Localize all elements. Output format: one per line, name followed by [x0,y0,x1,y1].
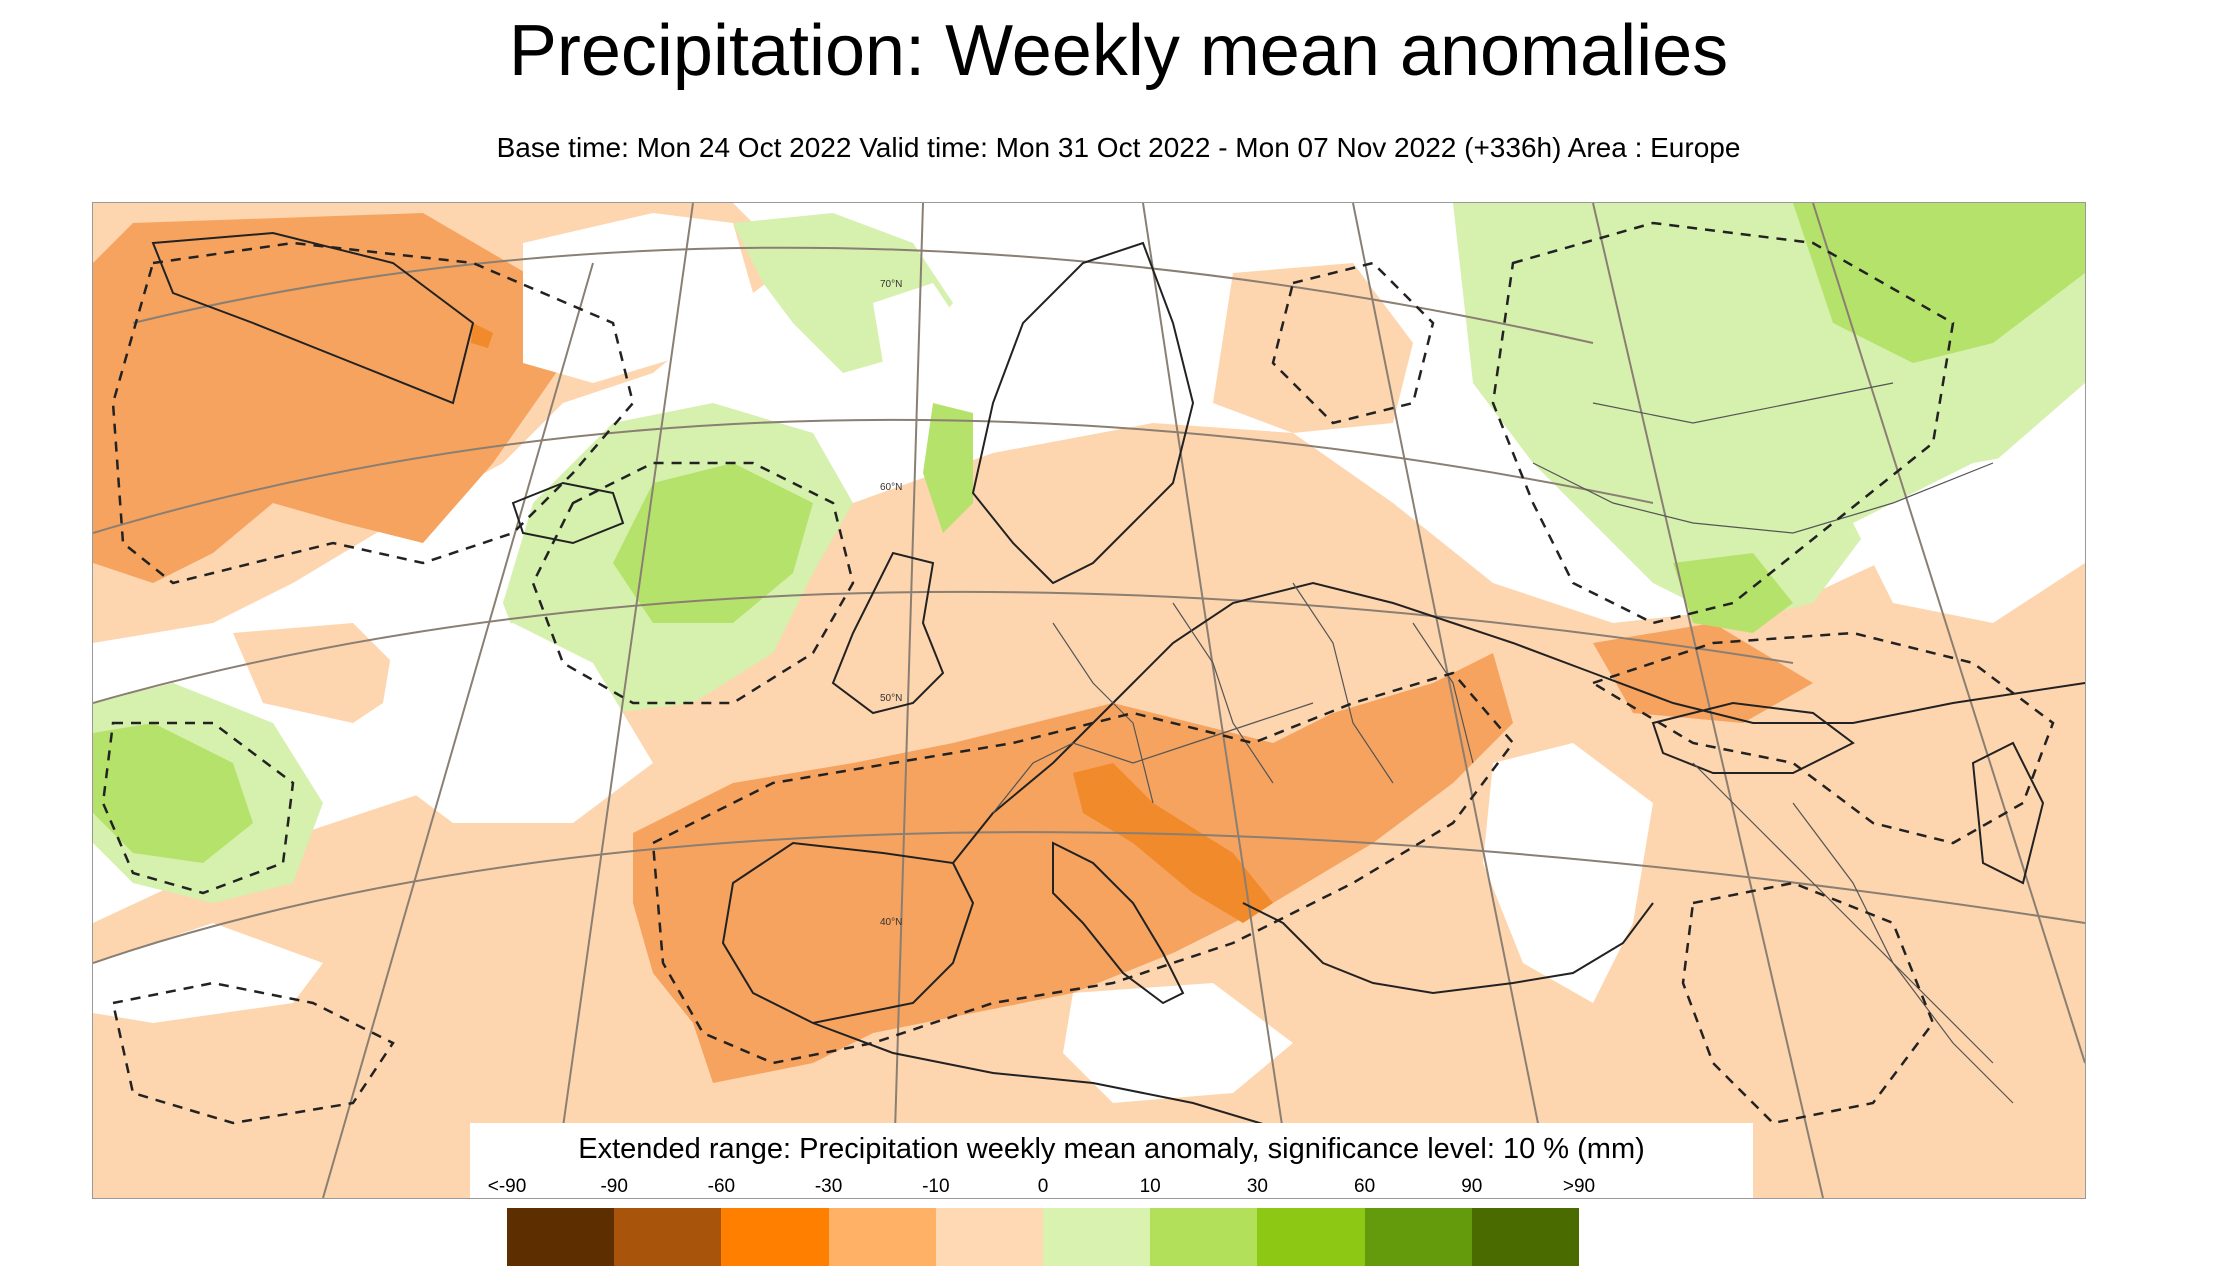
legend-tick-label: 0 [1037,1176,1049,1197]
dry-strong-region [1593,623,1813,723]
border-line [1592,382,1894,424]
latitude-label-40: 40°N [880,917,902,928]
wet-mid-region [1673,553,1793,633]
legend-tick-label: 60 [1354,1176,1376,1197]
wet-mid-region [93,723,253,863]
legend-swatch [828,1208,936,1266]
wet-mid-region [613,463,813,623]
legend-swatch [721,1208,829,1266]
meridian-line [552,203,694,1198]
meridian-line [1352,203,1554,1198]
parallel-line [93,831,2085,964]
dry-max-areas [471,323,1273,923]
legend-title: Extended range: Precipitation weekly mea… [578,1133,1645,1165]
dry-strong-region [633,653,1513,1083]
coastline-italy [1052,841,1185,1005]
legend-tick-label: 10 [1139,1176,1161,1197]
country-borders [992,382,2014,1104]
significance-contour [111,981,395,1125]
border-line [1292,582,1394,784]
map-graphics: 70°N 60°N 50°N 40°N [93,203,2085,1198]
legend-tick-labels: <-90 -90 -60 -30 -10 0 10 30 60 90 >90 [488,1176,1595,1202]
legend-swatch [507,1208,615,1266]
dry-light-region [1213,263,1413,433]
legend-swatch [1150,1208,1258,1266]
legend-swatch [614,1208,722,1266]
dry-max-region [1073,763,1273,923]
legend-swatch [1471,1208,1580,1266]
neutral-region [523,213,753,383]
coastline-scandinavia [971,241,1195,585]
legend-tick-label: -60 [707,1176,736,1197]
chart-subtitle: Base time: Mon 24 Oct 2022 Valid time: M… [496,132,1741,163]
graticule [93,203,2085,1198]
significance-contours [101,221,2055,1125]
neutral-region [93,923,323,1023]
coastlines [151,231,2085,1194]
significance-contour [1491,221,1955,625]
coastline-caspian [1971,741,2045,885]
dry-light-region [233,623,413,723]
chart-title: Precipitation: Weekly mean anomalies [508,11,1729,91]
border-line [992,702,1314,814]
legend-panel: Extended range: Precipitation weekly mea… [470,1123,1753,1198]
border-line [1692,762,1994,1064]
coastline-iceland [511,481,625,545]
legend-tick-label: -90 [600,1176,628,1197]
border-line [1412,622,1474,764]
neutral-region [873,283,973,383]
parallel-line [93,590,1794,704]
legend-swatch [1043,1208,1151,1266]
wet-mid-region [1793,203,2085,363]
meridian-line [1142,203,1294,1198]
legend-tick-label: >90 [1562,1176,1596,1197]
neutral-region [1063,983,1293,1103]
significance-contour [111,241,635,585]
latitude-label-60: 60°N [880,482,902,493]
wet-mid-region [923,403,973,533]
coastline-british-isles [831,551,945,715]
legend-swatch [1364,1208,1472,1266]
legend-colorbar [507,1208,1580,1266]
legend-tick-label: 90 [1461,1176,1483,1197]
legend-tick-label: -10 [922,1176,950,1197]
neutral-areas [93,213,2085,1103]
neutral-region [373,623,653,823]
legend-tick-label: 30 [1246,1176,1268,1197]
significance-contour [531,461,855,705]
border-line [1532,462,1994,534]
neutral-region [1483,743,1653,1003]
coastline-greenland [151,231,475,405]
legend-tick-label: <-90 [487,1176,527,1197]
meridian-line [322,262,594,1198]
coastline-iberia [721,841,975,1025]
significance-contour [651,671,1515,1065]
dry-max-region [471,323,493,348]
neutral-region [1853,443,2085,623]
significance-contour [1681,881,1935,1125]
meridian-line [1592,203,1824,1198]
significance-contour [1271,261,1435,425]
meridian-line [892,203,924,1198]
latitude-label-70: 70°N [880,279,902,290]
border-line [1052,622,1154,804]
parallel-line [93,418,1654,534]
legend-swatch [1257,1208,1365,1266]
border-line [1792,802,2014,1104]
significance-contour [1590,631,2055,845]
coastline-greece-turkey [1242,902,1654,995]
coastline-black-sea [1651,701,1855,774]
coastline-continent [952,581,2085,864]
anomaly-map: 70°N 60°N 50°N 40°N [92,202,2086,1199]
latitude-labels: 70°N 60°N 50°N 40°N [880,279,902,928]
parallel-line [132,246,1594,344]
latitude-label-50: 50°N [880,693,902,704]
legend-tick-label: -30 [814,1176,843,1197]
significance-contour [101,721,295,895]
border-line [1172,602,1274,784]
meridian-line [1812,203,2085,1064]
legend-swatch [935,1208,1044,1266]
